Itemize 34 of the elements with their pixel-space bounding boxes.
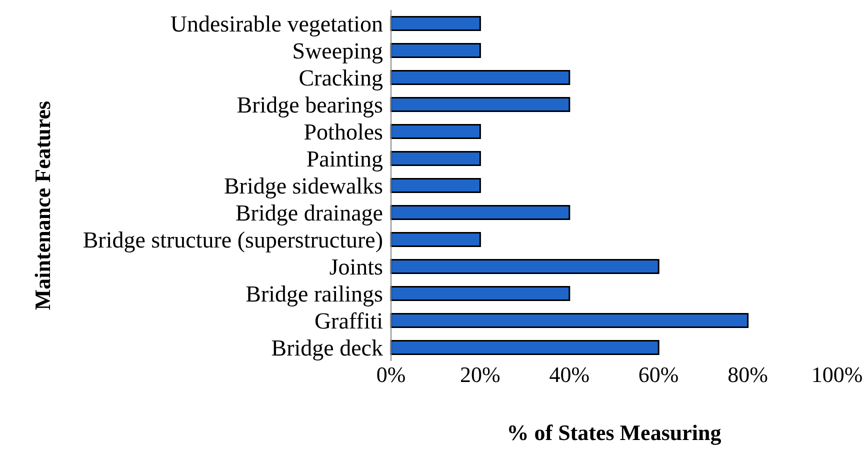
bar <box>390 286 570 301</box>
bar <box>390 313 749 328</box>
bar <box>390 178 481 193</box>
bar <box>390 340 660 355</box>
y-tick-label: Bridge bearings <box>236 92 384 118</box>
y-tick-label: Potholes <box>304 120 384 145</box>
bar <box>390 259 660 274</box>
bar <box>390 151 481 166</box>
x-tick-label: 0% <box>376 362 406 387</box>
y-tick-label: Undesirable vegetation <box>170 12 384 37</box>
bar <box>390 43 481 58</box>
y-tick-label: Bridge drainage <box>235 200 383 226</box>
y-tick-label: Graffiti <box>314 308 383 334</box>
y-tick-label: Bridge deck <box>271 336 384 361</box>
y-axis-title: Maintenance Features <box>30 100 55 310</box>
y-tick-label: Bridge sidewalks <box>224 174 384 199</box>
x-tick-label: 80% <box>728 362 768 387</box>
bar <box>390 16 481 31</box>
y-tick-label: Bridge structure (superstructure) <box>82 228 383 253</box>
bar <box>390 70 570 85</box>
bar <box>390 97 570 112</box>
y-tick-label: Joints <box>329 254 384 280</box>
x-axis-title: % of States Measuring <box>506 420 722 445</box>
y-tick-label: Cracking <box>298 66 384 91</box>
bar <box>390 205 570 220</box>
y-tick-label: Bridge railings <box>246 282 384 307</box>
x-tick-label: 100% <box>811 362 863 387</box>
bar <box>390 124 481 139</box>
bar <box>390 232 481 247</box>
y-tick-label: Sweeping <box>292 38 384 64</box>
x-tick-label: 20% <box>460 362 500 387</box>
x-tick-label: 40% <box>549 362 590 387</box>
x-tick-label: 60% <box>638 362 679 387</box>
y-tick-label: Painting <box>306 146 384 172</box>
